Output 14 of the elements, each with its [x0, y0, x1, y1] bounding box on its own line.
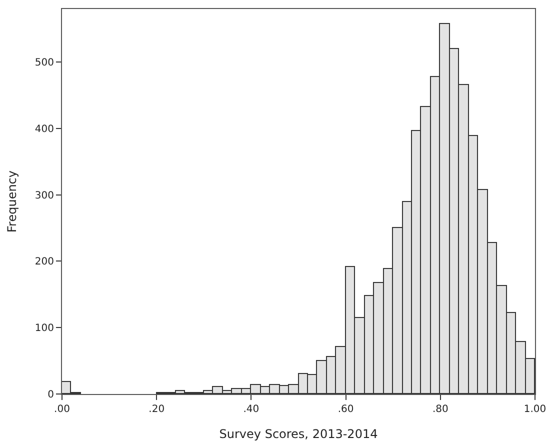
y-tick-label: 100	[34, 323, 54, 334]
y-tick-label: 400	[34, 124, 54, 135]
x-tick-label: .20	[148, 404, 165, 415]
y-tick-label: 200	[34, 256, 54, 268]
x-tick-label: .60	[338, 404, 354, 415]
x-tick-label: .00	[54, 404, 70, 415]
y-tick-label: 0	[48, 390, 54, 400]
x-tick-label: .80	[432, 404, 448, 415]
x-tick-label: .40	[243, 404, 260, 415]
x-tick-label: 1.00	[524, 404, 546, 415]
y-axis-title: Frequency	[5, 170, 20, 232]
y-tick-label: 300	[34, 190, 54, 202]
x-axis-title: Survey Scores, 2013-2014	[219, 426, 378, 441]
y-tick-label: 500	[34, 58, 54, 69]
